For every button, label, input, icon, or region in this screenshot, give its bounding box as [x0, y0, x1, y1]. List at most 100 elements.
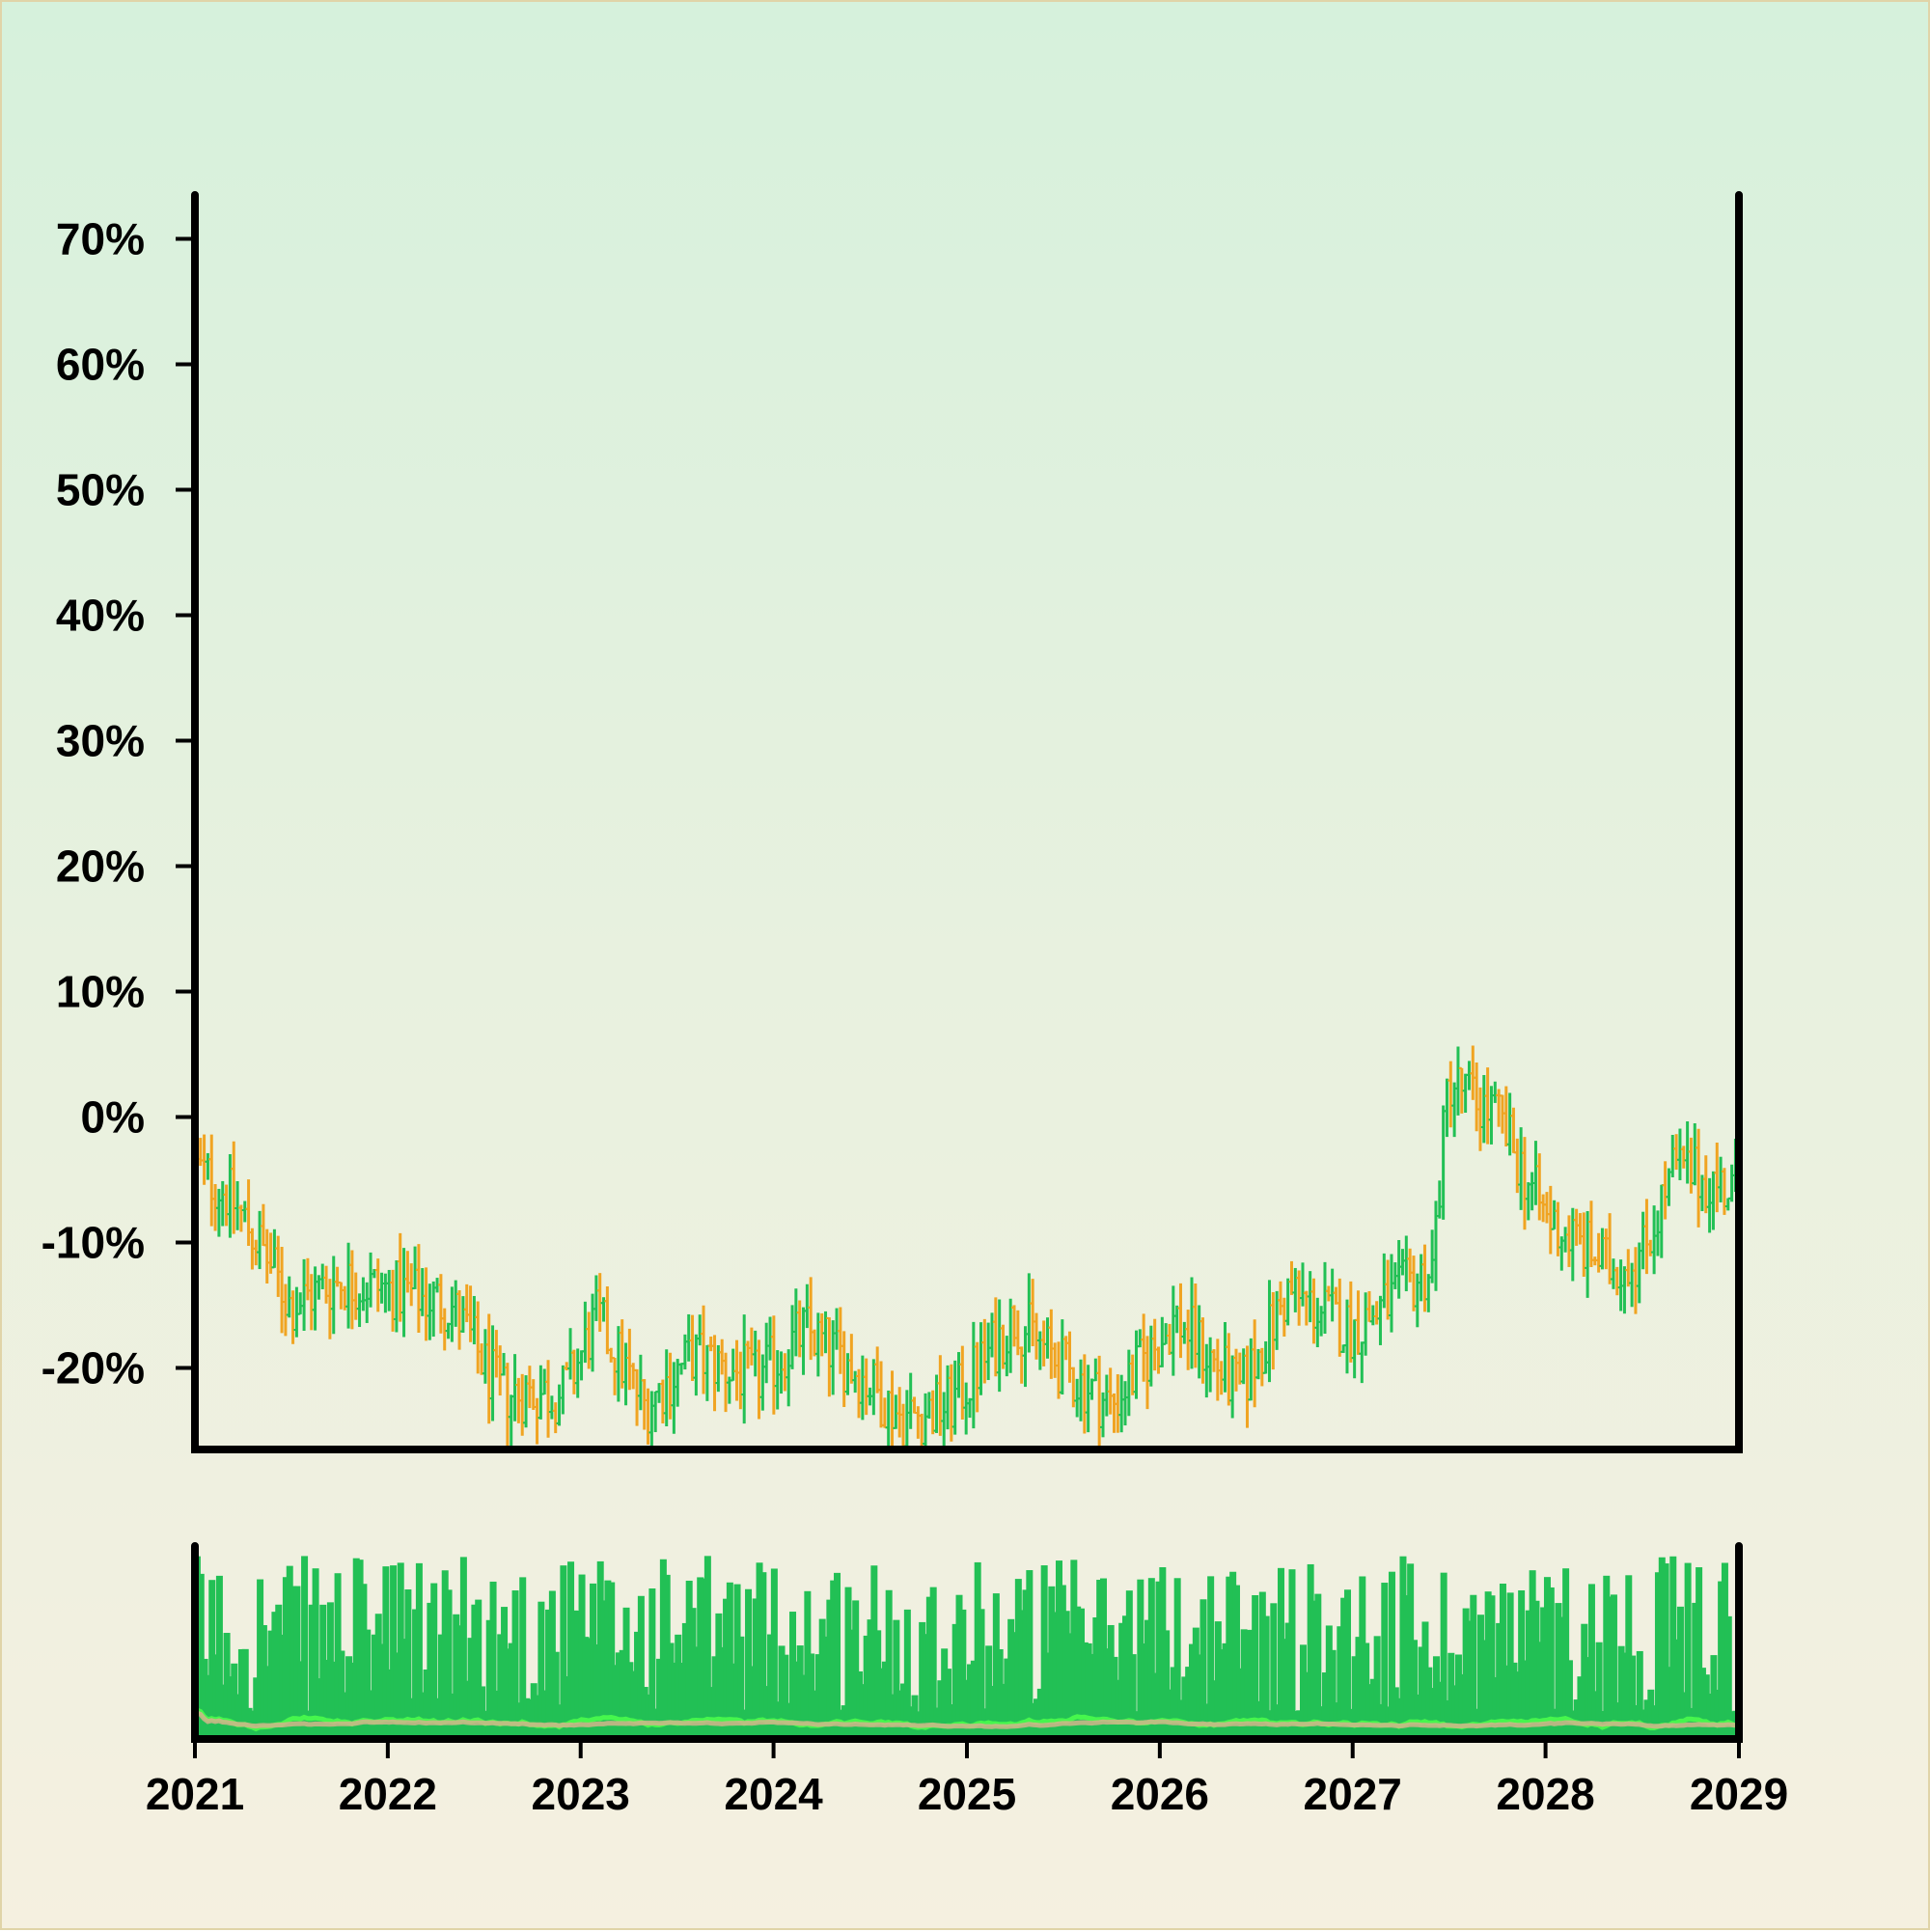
volume-bar	[622, 1607, 630, 1739]
volume-bar	[1698, 1668, 1706, 1739]
volume-bar	[1107, 1624, 1115, 1739]
volume-bar	[352, 1558, 360, 1739]
volume-bar	[1407, 1563, 1415, 1739]
volume-bar	[945, 1669, 952, 1739]
volume-bar	[1395, 1697, 1403, 1739]
volume-bar	[911, 1695, 919, 1739]
volume-bar	[1562, 1568, 1570, 1739]
volume-bar	[1558, 1616, 1566, 1739]
volume-bar	[1284, 1622, 1292, 1739]
volume-bar	[508, 1642, 515, 1739]
volume-bar	[685, 1580, 693, 1739]
ohlc-bars	[195, 1045, 1739, 1449]
x-tick-label: 2021	[146, 1769, 244, 1819]
volume-bar	[896, 1690, 904, 1739]
volume-bar	[1222, 1642, 1229, 1739]
volume-bar	[316, 1678, 323, 1739]
volume-bar	[237, 1648, 245, 1739]
volume-bar	[637, 1595, 645, 1739]
volume-bar	[471, 1604, 479, 1739]
volume-bar	[463, 1680, 471, 1739]
volume-bar	[1684, 1562, 1692, 1739]
x-tick-label: 2027	[1304, 1769, 1402, 1819]
volume-bar	[925, 1596, 933, 1739]
volume-bar	[415, 1562, 423, 1739]
volume-bar	[545, 1609, 553, 1739]
volume-bar	[1673, 1639, 1681, 1739]
volume-bar	[378, 1643, 386, 1739]
volume-bar	[1669, 1556, 1677, 1739]
volume-bar	[1492, 1676, 1500, 1739]
volume-bar	[1521, 1660, 1529, 1739]
y-tick-label: 0%	[81, 1092, 145, 1143]
volume-bar	[1155, 1581, 1163, 1739]
volume-bar	[1244, 1630, 1252, 1739]
volume-bar	[1418, 1646, 1425, 1739]
volume-bar	[1199, 1599, 1207, 1739]
volume-bar	[752, 1598, 759, 1739]
volume-bar	[1458, 1673, 1466, 1739]
volume-bar	[715, 1613, 723, 1739]
volume-bar	[596, 1560, 604, 1739]
volume-bar	[1170, 1667, 1177, 1739]
volume-bar	[412, 1609, 420, 1739]
volume-bar	[1706, 1693, 1714, 1739]
volume-bar	[1014, 1579, 1022, 1739]
volume-bar	[1081, 1642, 1089, 1739]
volume-bar	[830, 1580, 838, 1739]
volume-bar	[519, 1577, 527, 1739]
volume-bar	[719, 1646, 727, 1739]
y-tick-label: 50%	[56, 465, 145, 515]
volume-bar	[567, 1561, 575, 1739]
volume-bar	[1647, 1689, 1655, 1739]
volume-bar	[812, 1690, 819, 1739]
volume-bar	[253, 1677, 261, 1739]
volume-bar	[1151, 1672, 1159, 1739]
volume-bar	[538, 1601, 545, 1739]
volume-bar	[1355, 1637, 1363, 1739]
volume-bar	[1000, 1683, 1007, 1739]
volume-bar	[219, 1684, 227, 1739]
volume-bar	[1585, 1657, 1592, 1739]
volume-bar	[959, 1609, 967, 1739]
volume-bar	[1103, 1648, 1111, 1739]
volume-bar	[290, 1586, 297, 1739]
volume-bar	[593, 1643, 600, 1739]
volume-bar	[1587, 1584, 1595, 1739]
volume-bar	[201, 1658, 208, 1739]
volume-bar	[1488, 1595, 1496, 1739]
volume-bar	[1724, 1615, 1732, 1739]
volume-bar	[630, 1670, 638, 1739]
volume-bar	[282, 1577, 290, 1739]
x-tick-label: 2025	[918, 1769, 1016, 1819]
volume-bar	[1658, 1557, 1666, 1739]
volume-bar	[671, 1662, 678, 1739]
volume-bar	[1147, 1578, 1155, 1739]
volume-bar	[1403, 1595, 1411, 1739]
volume-bar	[1484, 1591, 1492, 1739]
volume-bar	[796, 1645, 804, 1739]
volume-bar	[260, 1625, 267, 1739]
volume-bar	[1617, 1645, 1625, 1739]
volume-bar	[1499, 1584, 1506, 1739]
volume-bar	[493, 1690, 501, 1739]
volume-bar	[822, 1636, 830, 1739]
volume-bar	[511, 1590, 519, 1739]
volume-bar	[985, 1645, 993, 1739]
volume-bar	[1078, 1608, 1086, 1739]
volume-bar	[1089, 1653, 1096, 1739]
volume-bar	[1240, 1629, 1248, 1739]
volume-bar	[963, 1679, 971, 1739]
volume-bar	[1536, 1642, 1544, 1739]
volume-bar	[582, 1637, 590, 1739]
volume-bar	[1044, 1652, 1052, 1739]
volume-bar	[1454, 1654, 1462, 1739]
volume-bar	[1026, 1570, 1034, 1739]
volume-bar	[523, 1697, 531, 1739]
volume-bar	[1018, 1610, 1026, 1739]
x-tick-label: 2024	[724, 1769, 823, 1819]
volume-bar	[275, 1604, 283, 1739]
volume-bar	[881, 1661, 889, 1739]
volume-bar	[604, 1580, 612, 1739]
volume-bar	[1070, 1559, 1078, 1739]
